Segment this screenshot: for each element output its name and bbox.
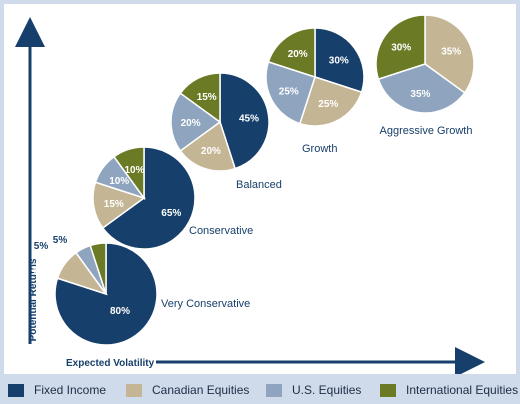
- legend-item-us-equities: U.S. Equities: [266, 383, 361, 397]
- legend-item-fixed-income: Fixed Income: [8, 383, 106, 397]
- slice-label: 15%: [104, 199, 124, 210]
- pie-slice-balanced-fixed-income: [219, 72, 270, 170]
- pie-slice-very-conservative-international-equities: [89, 242, 107, 295]
- y-axis-label: Potential Returns: [28, 258, 39, 341]
- pie-slice-growth-international-equities: [267, 27, 316, 79]
- pie-slice-balanced-international-equities: [179, 72, 221, 124]
- portfolio-name-conservative: Conservative: [189, 225, 253, 237]
- slice-label: 10%: [124, 165, 144, 176]
- slice-label: 45%: [239, 113, 259, 124]
- legend-item-canadian-equities: Canadian Equities: [126, 383, 249, 397]
- slice-label: 20%: [288, 49, 308, 60]
- slice-label: 5%: [34, 241, 49, 252]
- x-axis-label: Expected Volatility: [66, 358, 155, 369]
- legend: Fixed Income Canadian Equities U.S. Equi…: [0, 378, 520, 404]
- slice-label: 20%: [201, 146, 221, 157]
- pie-slice-aggressive-growth-canadian-equities: [424, 14, 475, 94]
- slice-label: 5%: [53, 235, 68, 246]
- legend-item-international-equities: International Equities: [380, 383, 518, 397]
- slice-label: 15%: [197, 92, 217, 103]
- pie-slice-growth-u-s-equities: [265, 60, 316, 125]
- chart-panel: Potential Returns Expected Volatility 80…: [4, 4, 516, 374]
- slice-label: 30%: [329, 56, 349, 67]
- legend-swatch-international-equities: [380, 383, 396, 397]
- legend-swatch-us-equities: [266, 383, 282, 397]
- portfolio-name-very-conservative: Very Conservative: [161, 298, 250, 310]
- pie-slice-conservative-fixed-income: [101, 146, 196, 250]
- legend-swatch-canadian-equities: [126, 383, 142, 397]
- legend-label: Canadian Equities: [152, 383, 250, 397]
- slice-label: 10%: [109, 176, 129, 187]
- legend-label: International Equities: [406, 383, 519, 397]
- pie-slice-balanced-u-s-equities: [170, 92, 222, 152]
- pie-slice-aggressive-growth-international-equities: [375, 14, 426, 81]
- slice-label: 30%: [391, 43, 411, 54]
- pie-slice-growth-canadian-equities: [298, 76, 363, 127]
- pie-slice-conservative-canadian-equities: [92, 181, 146, 230]
- slice-label: 20%: [181, 118, 201, 129]
- legend-label: Fixed Income: [34, 383, 107, 397]
- portfolio-pie-chart: Potential Returns Expected Volatility 80…: [14, 14, 485, 374]
- portfolio-name-balanced: Balanced: [236, 179, 282, 191]
- legend-swatch-fixed-income: [8, 383, 24, 397]
- slice-label: 35%: [441, 47, 461, 58]
- pie-slice-balanced-canadian-equities: [179, 120, 237, 172]
- portfolio-name-growth: Growth: [302, 143, 337, 155]
- slice-label: 25%: [279, 86, 299, 97]
- legend-label: U.S. Equities: [292, 383, 362, 397]
- slice-label: 80%: [110, 306, 130, 317]
- pie-slice-aggressive-growth-u-s-equities: [377, 63, 466, 114]
- pie-slice-growth-fixed-income: [314, 27, 365, 94]
- pies-group: 80%10%5%5%Very Conservative65%15%10%10%C…: [32, 14, 475, 346]
- slice-label: 25%: [318, 99, 338, 110]
- pie-slice-conservative-international-equities: [112, 146, 145, 201]
- slice-label: 35%: [410, 89, 430, 100]
- slice-label: 10%: [32, 266, 52, 277]
- portfolio-name-aggressive-growth: Aggressive Growth: [380, 125, 473, 137]
- slice-label: 65%: [161, 208, 181, 219]
